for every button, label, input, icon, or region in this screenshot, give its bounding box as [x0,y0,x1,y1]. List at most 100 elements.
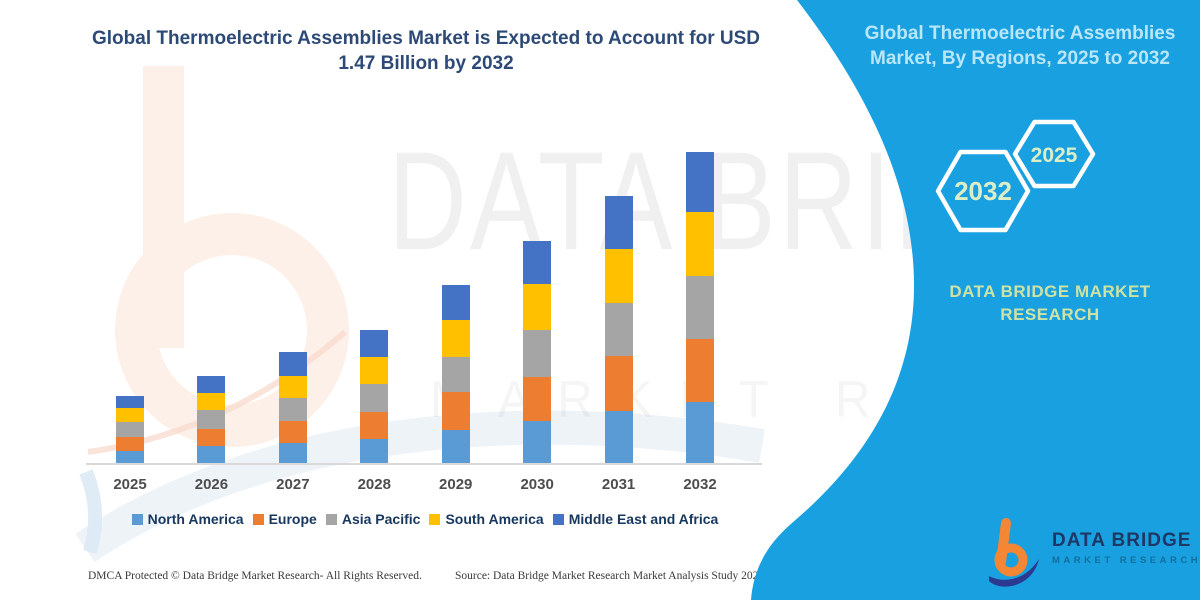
bar-segment [360,357,389,384]
bar-segment [116,422,144,437]
data-bridge-logo: DATA BRIDGE MARKET RESEARCH [986,516,1200,588]
bar-segment [278,352,307,376]
legend-item: Middle East and Africa [552,511,719,527]
x-axis-label: 2029 [439,476,473,493]
bar-segment [523,377,552,421]
legend-label: South America [445,511,544,527]
source-note: Source: Data Bridge Market Research Mark… [455,570,765,582]
bar-segment [360,412,389,439]
bar-segment [686,152,714,212]
bar-segment [604,356,633,411]
bar-segment [116,451,144,463]
x-axis-line [86,463,762,465]
legend-item: South America [429,511,544,527]
chart-legend: North America Europe Asia Pacific South Ame… [88,511,762,527]
bar-segment [278,376,307,398]
side-panel-brand-line2: RESEARCH [1000,304,1100,324]
legend-swatch [552,513,564,525]
bar-2025 [116,396,144,463]
x-axis-label: 2025 [113,476,147,493]
x-axis-label: 2030 [520,476,554,493]
dmca-notice: DMCA Protected © Data Bridge Market Rese… [88,570,422,582]
bar-segment [278,443,307,463]
hexagon-2025 [1012,119,1096,189]
legend-label: North America [147,511,244,527]
bar-segment [523,421,552,463]
side-panel-background [751,0,1200,600]
bar-2030 [523,241,552,463]
side-panel-brand-text: DATA BRIDGE MARKET RESEARCH [930,281,1170,327]
bar-segment [116,408,144,422]
logo-b-bowl [994,543,1028,577]
logo-swoosh [989,559,1039,587]
bar-segment [116,396,144,408]
bar-segment [197,376,226,393]
side-panel-brand-line1: DATA BRIDGE MARKET [949,282,1151,301]
x-axis-label: 2032 [683,476,717,493]
bar-segment [441,320,470,357]
logo-text: DATA BRIDGE MARKET RESEARCH [1052,530,1200,566]
bar-segment [197,393,226,410]
bar-2026 [197,376,226,463]
side-panel-heading-line1: Global Thermoelectric Assemblies [864,23,1176,44]
watermark-b-bowl [115,213,349,447]
hexagon-2032-label: 2032 [954,176,1012,206]
bar-2028 [360,330,389,463]
legend-item: Europe [252,511,317,527]
legend-swatch [131,513,143,525]
bar-segment [441,392,470,430]
bar-segment [441,430,470,463]
bar-segment [604,196,633,249]
bar-segment [523,330,552,377]
bar-segment [116,437,144,451]
bar-2029 [441,285,470,463]
chart-title-line1: Global Thermoelectric Assemblies Market … [92,28,760,49]
bar-2032 [686,152,714,463]
legend-swatch [429,513,441,525]
hexagon-2032 [935,149,1031,233]
bar-2031 [604,196,633,463]
legend-swatch [325,513,337,525]
side-panel-heading: Global Thermoelectric Assemblies Market,… [845,22,1195,71]
bar-segment [441,357,470,392]
legend-swatch [252,513,264,525]
bar-segment [360,384,389,412]
bar-segment [523,241,552,284]
bar-segment [604,303,633,356]
legend-label: Asia Pacific [341,511,421,527]
data-bridge-logo-icon [989,518,1039,587]
bar-segment [197,429,226,446]
hexagon-2025-label: 2025 [1031,144,1078,167]
bar-segment [686,339,714,402]
bar-segment [441,285,470,320]
bar-segment [197,410,226,429]
bar-segment [278,398,307,421]
bar-segment [686,212,714,276]
bar-segment [686,276,714,339]
bar-segment [360,330,389,357]
watermark-blue-tail [79,469,103,555]
legend-label: Middle East and Africa [568,511,719,527]
bar-segment [197,446,226,463]
bar-2027 [278,352,307,463]
bar-segment [523,284,552,330]
watermark-swoosh [75,410,765,563]
legend-label: Europe [268,511,317,527]
x-axis-label: 2027 [276,476,310,493]
bar-segment [686,402,714,463]
bar-segment [604,249,633,303]
bar-segment [604,411,633,463]
bar-segment [360,439,389,463]
legend-item: Asia Pacific [325,511,421,527]
legend-item: North America [131,511,244,527]
bar-segment [278,421,307,443]
side-panel-heading-line2: Market, By Regions, 2025 to 2032 [870,47,1170,69]
chart-title-line2: 1.47 Billion by 2032 [338,53,514,75]
x-axis-label: 2031 [601,476,636,493]
logo-subtitle: MARKET RESEARCH [1052,555,1200,566]
chart-title: Global Thermoelectric Assemblies Market … [86,26,766,76]
x-axis-label: 2028 [357,476,391,493]
